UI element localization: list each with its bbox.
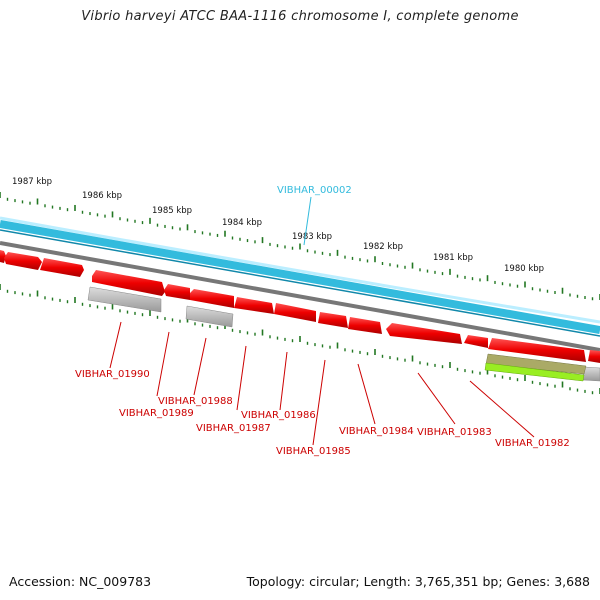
gene-label-vibhar-00002[interactable]: VIBHAR_00002: [277, 185, 352, 196]
cds-arrow[interactable]: [92, 270, 165, 296]
cds-arrow[interactable]: [190, 289, 234, 308]
axis-gray: [0, 241, 600, 352]
cds-arrow[interactable]: [488, 338, 586, 362]
kbp-label: 1987 kbp: [12, 177, 52, 187]
cds-arrow[interactable]: [588, 350, 600, 363]
kbp-label: 1983 kbp: [292, 232, 332, 242]
kbp-label: 1981 kbp: [433, 253, 473, 263]
ruler-ticks: [0, 192, 600, 301]
cds-arrow[interactable]: [348, 317, 382, 334]
gene-block-gray[interactable]: [582, 366, 600, 382]
kbp-label: 1980 kbp: [504, 264, 544, 274]
map-title: Vibrio harveyi ATCC BAA-1116 chromosome …: [81, 9, 519, 24]
kbp-label: 1982 kbp: [363, 242, 403, 252]
gene-label-vibhar-01990[interactable]: VIBHAR_01990: [75, 369, 150, 380]
gene-label-vibhar-01987[interactable]: VIBHAR_01987: [196, 423, 271, 434]
topology-text: Topology: circular; Length: 3,765,351 bp…: [246, 574, 590, 589]
gene-label-vibhar-01984[interactable]: VIBHAR_01984: [339, 426, 414, 437]
backbone-light: [0, 216, 600, 324]
rna-feature-green[interactable]: [484, 362, 585, 382]
cds-arrow[interactable]: [164, 284, 190, 300]
backbone-dark: [0, 229, 600, 337]
cds-arrow[interactable]: [4, 252, 42, 270]
leader-lines: [109, 321, 535, 446]
cds-arrow[interactable]: [40, 258, 84, 277]
gene-label-vibhar-01982[interactable]: VIBHAR_01982: [495, 438, 570, 449]
gene-label-vibhar-01985[interactable]: VIBHAR_01985: [276, 446, 351, 457]
rna-feature-olive[interactable]: [485, 353, 587, 375]
backbone-blue: [0, 220, 600, 334]
gene-label-vibhar-01989[interactable]: VIBHAR_01989: [119, 408, 194, 419]
kbp-label: 1986 kbp: [82, 191, 122, 201]
kbp-label: 1984 kbp: [222, 218, 262, 228]
gene-label-vibhar-01988[interactable]: VIBHAR_01988: [158, 396, 233, 407]
leader-line: [303, 196, 312, 246]
cds-arrow[interactable]: [318, 312, 348, 328]
gene-labels: VIBHAR_01990 VIBHAR_01989 VIBHAR_01988 V…: [75, 369, 570, 457]
cds-track[interactable]: [0, 250, 600, 363]
cds-arrow[interactable]: [234, 297, 274, 314]
cds-arrow[interactable]: [386, 323, 462, 344]
cds-arrow[interactable]: [464, 335, 488, 348]
ruler-labels: 1987 kbp 1986 kbp 1985 kbp 1984 kbp 1983…: [12, 177, 544, 274]
gene-block-gray[interactable]: [185, 305, 234, 328]
cds-arrow[interactable]: [274, 303, 316, 322]
gene-block-gray[interactable]: [87, 286, 162, 313]
accession-text: Accession: NC_009783: [9, 574, 152, 589]
kbp-label: 1985 kbp: [152, 206, 192, 216]
gene-label-vibhar-01986[interactable]: VIBHAR_01986: [241, 410, 316, 421]
cds-arrow[interactable]: [0, 250, 6, 263]
gene-label-vibhar-01983[interactable]: VIBHAR_01983: [417, 427, 492, 438]
inner-ticks: [0, 284, 600, 395]
